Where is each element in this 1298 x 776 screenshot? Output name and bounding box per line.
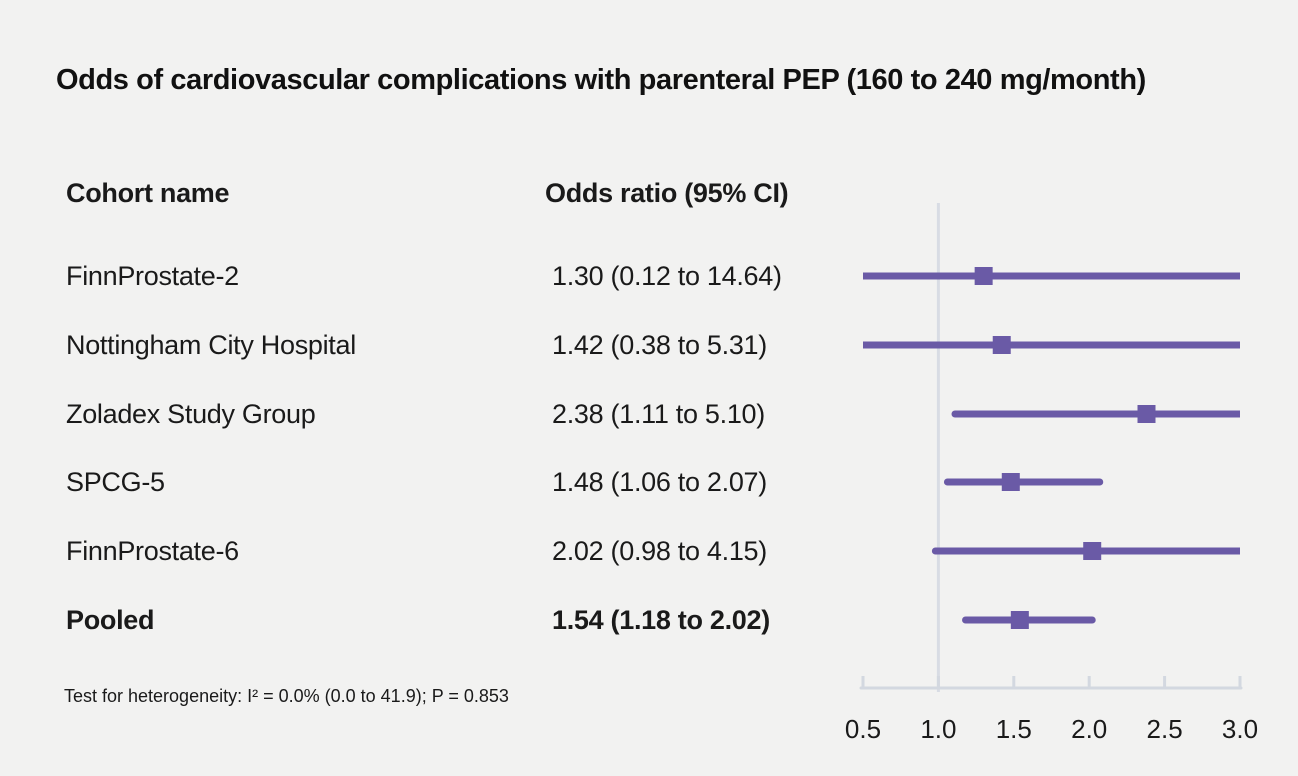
axis-tick-label: 1.5 xyxy=(996,714,1032,744)
estimate-marker xyxy=(1001,473,1020,491)
ci-line-cap xyxy=(962,616,970,624)
estimate-marker xyxy=(1010,611,1029,629)
cohort-name: FinnProstate-6 xyxy=(66,536,239,566)
cohort-name: SPCG-5 xyxy=(66,467,165,497)
table-row-pooled: Pooled 1.54 (1.18 to 2.02) xyxy=(0,603,830,637)
odds-ratio-value: 1.48 (1.06 to 2.07) xyxy=(552,467,767,497)
estimate-marker xyxy=(1137,405,1156,423)
table-row: Nottingham City Hospital 1.42 (0.38 to 5… xyxy=(0,328,830,362)
chart-title: Odds of cardiovascular complications wit… xyxy=(56,64,1146,96)
odds-ratio-value: 2.02 (0.98 to 4.15) xyxy=(552,536,767,566)
axis-tick-label: 0.5 xyxy=(845,714,881,744)
table-row: SPCG-5 1.48 (1.06 to 2.07) xyxy=(0,465,830,499)
odds-ratio-value: 1.54 (1.18 to 2.02) xyxy=(552,605,770,635)
odds-ratio-value: 1.42 (0.38 to 5.31) xyxy=(552,330,767,360)
axis-tick-label: 2.5 xyxy=(1147,714,1183,744)
ci-line-cap xyxy=(951,410,959,418)
estimate-marker xyxy=(992,336,1011,354)
axis-tick-label: 1.0 xyxy=(920,714,956,744)
cohort-name: FinnProstate-2 xyxy=(66,261,239,291)
ci-line-cap xyxy=(1096,478,1104,486)
ci-line-cap xyxy=(943,478,951,486)
cohort-name: Nottingham City Hospital xyxy=(66,330,356,360)
heterogeneity-note: Test for heterogeneity: I² = 0.0% (0.0 t… xyxy=(64,686,509,706)
ci-line-cap xyxy=(931,547,939,555)
axis-tick-label: 3.0 xyxy=(1222,714,1258,744)
cohort-name: Zoladex Study Group xyxy=(66,399,316,429)
table-row: FinnProstate-2 1.30 (0.12 to 14.64) xyxy=(0,259,830,293)
cohort-name: Pooled xyxy=(66,605,155,635)
odds-ratio-value: 2.38 (1.11 to 5.10) xyxy=(552,399,765,429)
table-row: Zoladex Study Group 2.38 (1.11 to 5.10) xyxy=(0,397,830,431)
estimate-marker xyxy=(1083,542,1102,560)
estimate-marker xyxy=(974,267,993,285)
table-row: FinnProstate-6 2.02 (0.98 to 4.15) xyxy=(0,534,830,568)
column-header-odds-ratio: Odds ratio (95% CI) xyxy=(545,178,789,208)
odds-ratio-value: 1.30 (0.12 to 14.64) xyxy=(552,261,782,291)
column-header-cohort: Cohort name xyxy=(66,178,230,208)
ci-line-cap xyxy=(1088,616,1096,624)
axis-tick-label: 2.0 xyxy=(1071,714,1107,744)
